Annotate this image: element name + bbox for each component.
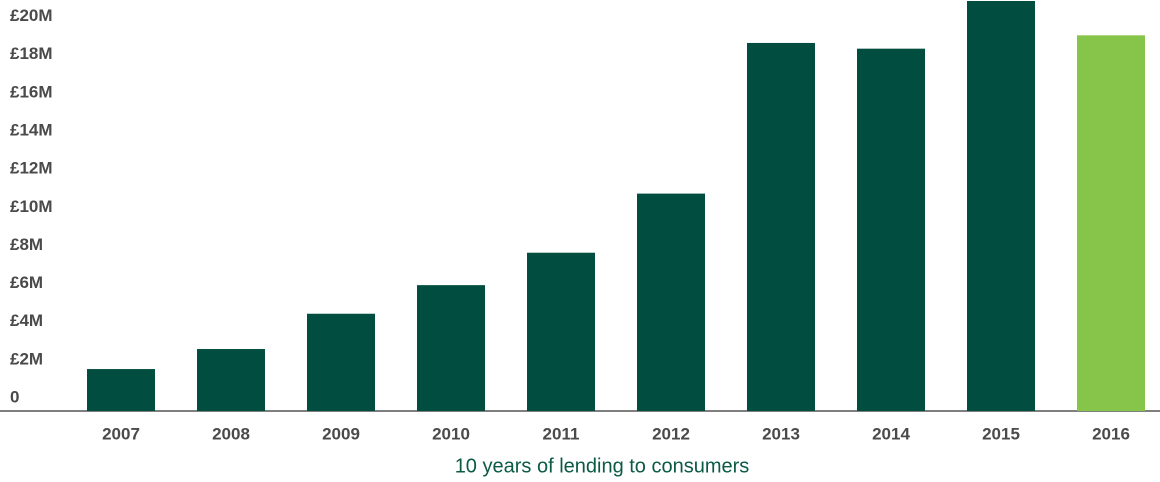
y-tick-label: £4M	[10, 311, 43, 330]
y-tick-label: £12M	[10, 159, 53, 178]
bar	[637, 193, 705, 411]
x-tick-label: 2010	[432, 424, 470, 443]
chart-caption: 10 years of lending to consumers	[455, 455, 750, 477]
y-tick-label: £18M	[10, 44, 53, 63]
x-tick-label: 2012	[652, 424, 690, 443]
bar	[1077, 35, 1145, 411]
bar	[747, 42, 815, 411]
x-tick-label: 2014	[872, 424, 910, 443]
y-tick-label: £20M	[10, 6, 53, 25]
x-tick-label: 2011	[543, 424, 580, 443]
y-tick-label: 0	[10, 387, 19, 406]
x-tick-label: 2016	[1092, 424, 1130, 443]
x-tick-label: 2009	[322, 424, 360, 443]
y-tick-label: £16M	[10, 82, 53, 101]
bar	[197, 349, 265, 411]
x-tick-label: 2008	[212, 424, 250, 443]
y-tick-label: £8M	[10, 235, 43, 254]
x-tick-label: 2013	[762, 424, 800, 443]
y-tick-label: £2M	[10, 349, 43, 368]
y-tick-label: £6M	[10, 273, 43, 292]
bar	[307, 313, 375, 411]
y-tick-label: £14M	[10, 121, 53, 140]
bar	[967, 1, 1035, 411]
y-tick-label: £10M	[10, 197, 53, 216]
bar	[417, 285, 485, 411]
bar	[527, 252, 595, 411]
x-tick-label: 2015	[982, 424, 1020, 443]
bar	[857, 48, 925, 412]
x-tick-label: 2007	[102, 424, 140, 443]
bar	[87, 369, 155, 411]
